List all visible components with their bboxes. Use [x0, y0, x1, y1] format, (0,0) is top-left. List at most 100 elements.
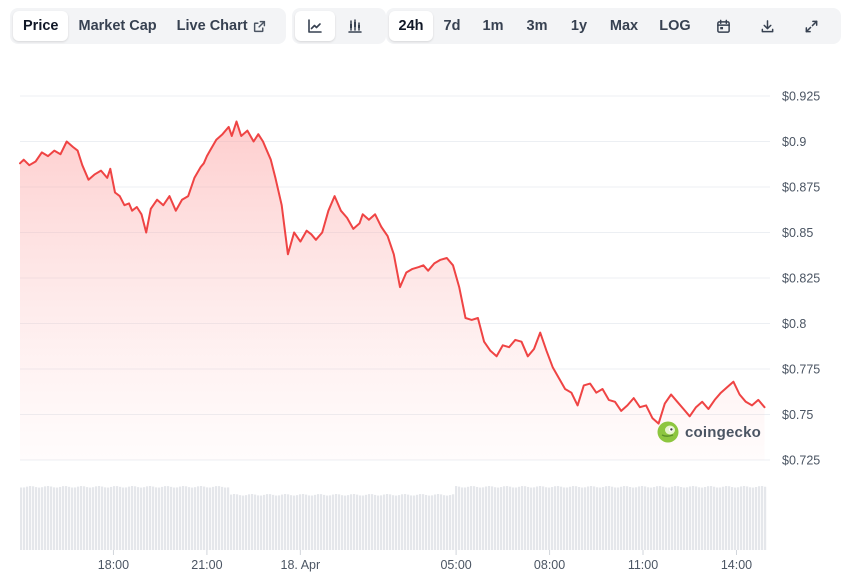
coingecko-watermark: coingecko [657, 421, 761, 443]
volume-bar [116, 486, 119, 550]
volume-bar [230, 494, 233, 550]
calendar-button[interactable] [701, 11, 745, 41]
volume-bar [53, 487, 56, 550]
volume-bar [653, 487, 656, 550]
volume-bar [359, 495, 362, 550]
volume-bar [509, 486, 512, 550]
volume-bar [35, 487, 38, 550]
y-tick-label: $0.85 [782, 226, 813, 240]
volume-bar [260, 495, 263, 550]
y-tick-label: $0.75 [782, 408, 813, 422]
log-scale-label: LOG [659, 18, 691, 34]
y-tick-label: $0.875 [782, 181, 820, 195]
x-tick-label: 18:00 [98, 558, 129, 572]
volume-bar [539, 486, 542, 550]
volume-bar [98, 486, 101, 550]
volume-bar [620, 486, 623, 550]
line-chart-button[interactable] [295, 11, 335, 41]
volume-bar [47, 486, 50, 550]
volume-bar [149, 486, 152, 550]
download-button[interactable] [745, 11, 789, 41]
volume-bar [482, 487, 485, 550]
volume-bar [647, 487, 650, 550]
volume-bar [506, 486, 509, 550]
volume-bar [146, 486, 149, 550]
volume-bar [308, 495, 311, 550]
volume-bar [515, 487, 518, 550]
volume-bar [206, 487, 209, 550]
volume-bar [278, 495, 281, 550]
tab-price-label: Price [23, 18, 59, 34]
volume-bar [659, 486, 662, 550]
volume-bar [176, 487, 179, 550]
fullscreen-button[interactable] [789, 11, 833, 41]
volume-bar [434, 494, 437, 550]
tab-market-cap[interactable]: Market Cap [68, 11, 166, 41]
x-tick-label: 18. Apr [281, 558, 321, 572]
volume-bar [650, 487, 653, 550]
volume-bar [164, 486, 167, 550]
range-1y-button[interactable]: 1y [559, 11, 599, 41]
volume-bar [374, 494, 377, 550]
range-group: 24h 7d 1m 3m 1y Max LOG [386, 8, 841, 44]
volume-bar [407, 494, 410, 550]
volume-bar [161, 486, 164, 550]
volume-bar [368, 494, 371, 550]
x-tick-label: 08:00 [534, 558, 565, 572]
volume-bar [602, 487, 605, 550]
volume-bar [23, 487, 26, 550]
volume-bar [491, 486, 494, 550]
volume-bar [209, 487, 212, 550]
range-max-label: Max [609, 18, 639, 34]
volume-bar [668, 487, 671, 550]
x-tick-label: 11:00 [628, 558, 658, 572]
tab-price[interactable]: Price [13, 11, 69, 41]
price-chart[interactable]: $0.925 $0.9 $0.875 $0.85 $0.825 $0.8 $0.775 $0.… [0, 50, 841, 582]
range-24h-label: 24h [398, 18, 424, 34]
volume-bar [338, 494, 341, 550]
volume-bar [494, 487, 497, 550]
volume-bar [20, 487, 23, 550]
volume-bar [614, 487, 617, 550]
volume-bar [740, 486, 743, 550]
volume-bar [464, 487, 467, 550]
volume-bar [701, 487, 704, 550]
volume-bar [152, 486, 155, 550]
volume-bar [83, 486, 86, 550]
volume-bar [440, 494, 443, 550]
range-max-button[interactable]: Max [599, 11, 649, 41]
volume-bar [731, 487, 734, 550]
volume-bar [29, 486, 32, 550]
range-1m-button[interactable]: 1m [471, 11, 515, 41]
log-scale-button[interactable]: LOG [649, 11, 701, 41]
volume-bar [713, 486, 716, 550]
volume-bar [722, 486, 725, 550]
volume-bar [530, 487, 533, 550]
volume-bar [395, 495, 398, 550]
volume-bar [251, 494, 254, 550]
volume-bar [89, 487, 92, 550]
volume-bar [134, 486, 137, 550]
volume-bar [611, 486, 614, 550]
volume-bar [626, 486, 629, 550]
volume-bar [686, 487, 689, 550]
volume-bar [710, 486, 713, 550]
range-24h-button[interactable]: 24h [389, 11, 433, 41]
range-1m-label: 1m [482, 18, 504, 34]
volume-bar [311, 495, 314, 550]
range-7d-button[interactable]: 7d [433, 11, 471, 41]
volume-bar [188, 487, 191, 550]
tab-market-cap-label: Market Cap [78, 18, 157, 34]
volume-bar [551, 487, 554, 550]
tab-live-chart[interactable]: Live Chart [167, 11, 276, 41]
volume-bar [281, 494, 284, 550]
volume-bar [467, 486, 470, 550]
expand-icon [804, 19, 819, 34]
range-3m-button[interactable]: 3m [515, 11, 559, 41]
volume-bar [458, 486, 461, 550]
volume-bar [314, 494, 317, 550]
volume-bar [362, 495, 365, 550]
candlestick-button[interactable] [335, 11, 375, 41]
volume-bar [119, 486, 122, 550]
volume-bar [113, 486, 116, 550]
